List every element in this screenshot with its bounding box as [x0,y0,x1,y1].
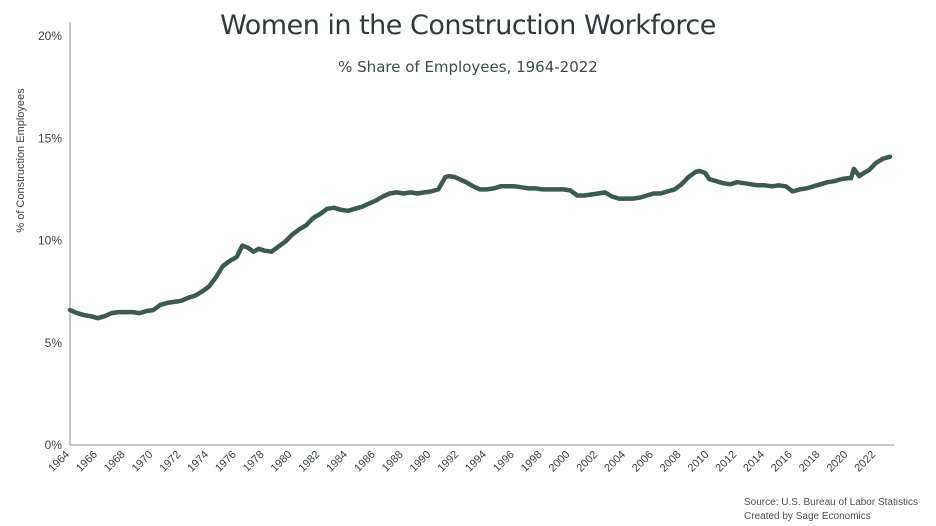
x-tick-label: 2016 [769,449,795,475]
x-tick-label: 2004 [602,449,628,475]
source-note: Source: U.S. Bureau of Labor Statistics … [744,496,918,524]
y-axis-title: % of Construction Employees [15,88,27,233]
y-tick-label: 10% [38,234,62,248]
x-tick-label: 1988 [380,449,406,475]
x-tick-label: 1978 [241,449,267,475]
x-tick-label: 2014 [741,449,767,475]
x-tick-label: 1980 [269,449,295,475]
x-tick-label: 2020 [825,449,851,475]
x-tick-label: 1996 [491,449,517,475]
x-tick-label: 1974 [185,449,211,475]
x-tick-label: 1990 [408,449,434,475]
x-tick-label: 1994 [463,449,489,475]
x-tick-label: 2000 [547,449,573,475]
y-tick-label: 20% [38,29,62,43]
chart-title: Women in the Construction Workforce [220,10,716,41]
x-tick-label: 1976 [213,449,239,475]
x-tick-label: 1998 [519,449,545,475]
y-tick-label: 15% [38,131,62,145]
x-tick-label: 1964 [46,449,72,475]
y-tick-label: 5% [45,336,63,350]
x-tick-label: 2008 [658,449,684,475]
x-tick-label: 2018 [797,449,823,475]
x-tick-label: 1986 [352,449,378,475]
x-tick-label: 1966 [74,449,100,475]
x-tick-label: 1972 [158,449,184,475]
x-tick-label: 2022 [852,449,878,475]
x-tick-label: 2002 [574,449,600,475]
chart-subtitle: % Share of Employees, 1964-2022 [338,58,598,76]
credit-line: Created by Sage Economics [744,511,871,522]
y-tick-label: 0% [45,438,63,452]
x-tick-label: 1970 [130,449,156,475]
x-tick-label: 2006 [630,449,656,475]
x-tick-label: 2010 [686,449,712,475]
x-tick-label: 2012 [713,449,739,475]
x-tick-label: 1984 [324,449,350,475]
source-line: Source: U.S. Bureau of Labor Statistics [744,497,918,508]
series-line [67,154,893,321]
x-tick-label: 1968 [102,449,128,475]
x-tick-label: 1982 [296,449,322,475]
x-tick-label: 1992 [435,449,461,475]
